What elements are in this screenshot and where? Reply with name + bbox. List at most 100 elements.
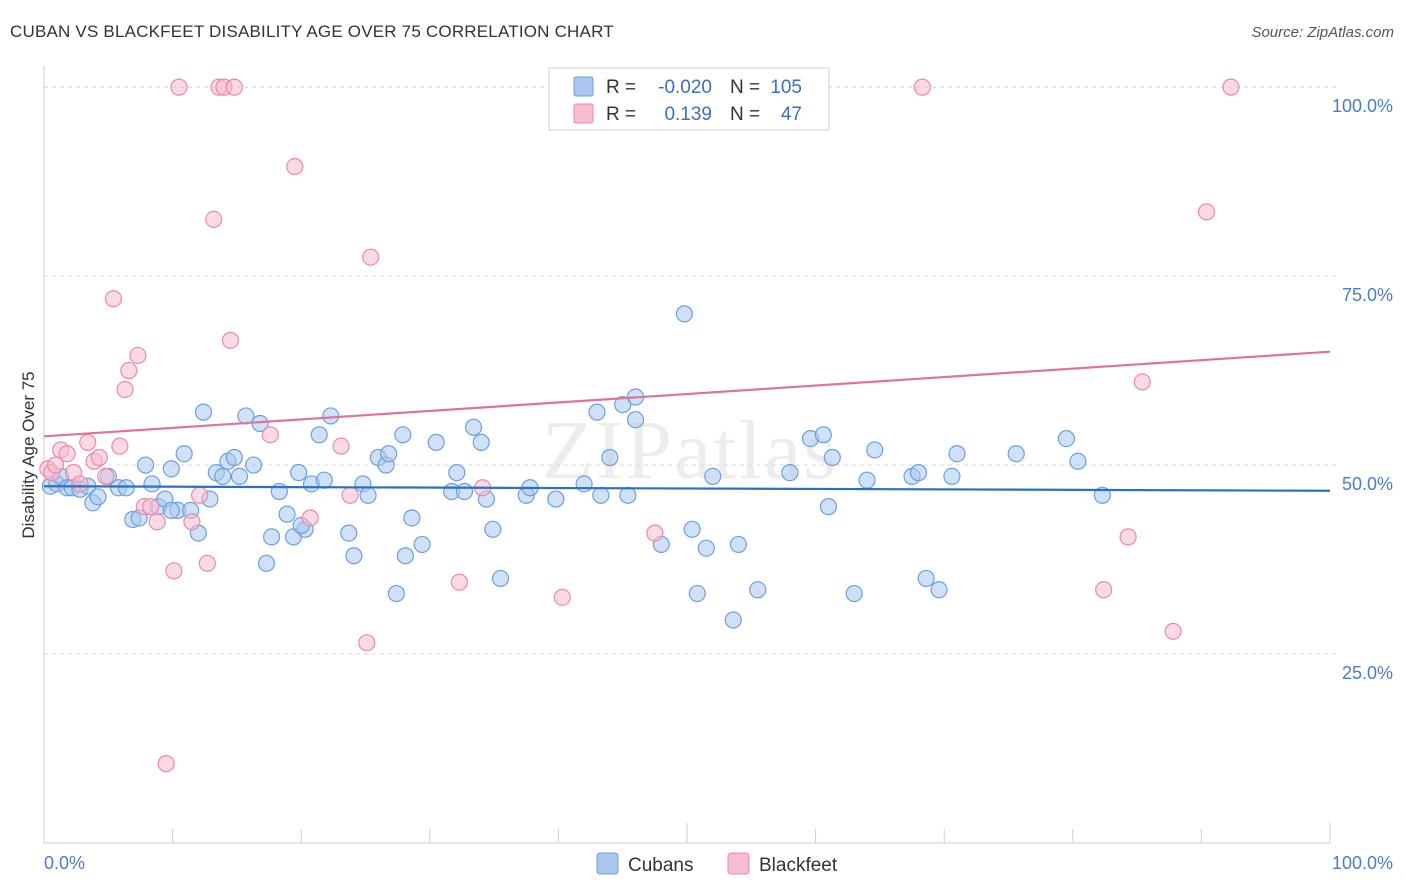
point-blackfeet-11	[104, 290, 123, 308]
series-legend: Cubans Blackfeet	[596, 852, 838, 876]
bottom-legend-label-blackfeet: Blackfeet	[759, 855, 838, 876]
point-blackfeet-47	[1222, 78, 1240, 96]
point-cubans-70	[601, 448, 619, 467]
point-blackfeet-7	[79, 433, 97, 451]
point-cubans-73	[626, 411, 645, 429]
trend-lines	[43, 350, 1331, 492]
point-cubans-78	[688, 584, 706, 603]
point-cubans-100	[1069, 452, 1087, 470]
legend-n-value-blackfeet: 47	[781, 104, 802, 125]
legend-r-value-blackfeet: 0.139	[664, 104, 712, 125]
point-cubans-87	[819, 498, 838, 516]
point-blackfeet-39	[553, 588, 571, 606]
point-cubans-90	[858, 471, 876, 489]
y-tick-label-25: 25.0%	[1342, 663, 1393, 683]
point-blackfeet-41	[913, 78, 931, 96]
point-cubans-53	[403, 509, 421, 527]
point-cubans-52	[396, 547, 414, 565]
point-cubans-15	[143, 475, 161, 493]
chart-title: CUBAN VS BLACKFEET DISABILITY AGE OVER 7…	[10, 22, 614, 41]
point-blackfeet-42	[1095, 581, 1113, 599]
point-cubans-82	[729, 535, 748, 554]
point-cubans-41	[310, 426, 328, 444]
point-cubans-31	[245, 456, 263, 474]
point-blackfeet-10	[97, 467, 115, 485]
point-cubans-18	[162, 460, 180, 478]
point-blackfeet-4	[58, 445, 76, 463]
point-cubans-50	[387, 584, 405, 603]
point-cubans-43	[322, 407, 340, 425]
point-blackfeet-24	[198, 554, 216, 572]
point-blackfeet-46	[1197, 203, 1216, 221]
point-cubans-98	[1007, 445, 1025, 463]
point-cubans-54	[413, 535, 431, 554]
point-cubans-101	[1093, 486, 1111, 504]
point-blackfeet-25	[205, 210, 223, 228]
point-cubans-11	[117, 479, 135, 497]
point-cubans-93	[909, 464, 928, 482]
point-blackfeet-15	[129, 346, 147, 365]
point-cubans-23	[194, 403, 213, 421]
point-cubans-60	[472, 433, 490, 451]
legend-swatch-blackfeet	[573, 103, 594, 124]
x-tick-labels: 0.0% 100.0%	[44, 853, 1393, 873]
correlation-legend: R = -0.020 N = 105 R = 0.139 N = 47	[548, 67, 830, 131]
point-cubans-28	[225, 448, 243, 467]
point-blackfeet-40	[646, 524, 664, 542]
point-blackfeet-28	[221, 331, 240, 349]
point-cubans-59	[464, 418, 483, 436]
point-cubans-104	[380, 445, 398, 463]
legend-swatch-cubans	[573, 76, 594, 97]
point-cubans-69	[592, 486, 610, 504]
point-cubans-62	[484, 520, 502, 538]
point-cubans-34	[263, 528, 281, 546]
point-cubans-72	[619, 486, 637, 504]
point-blackfeet-9	[90, 448, 108, 467]
legend-n-label-blackfeet: N =	[730, 104, 760, 125]
point-cubans-42	[315, 471, 333, 489]
point-blackfeet-22	[183, 513, 201, 531]
point-cubans-102	[162, 501, 180, 520]
point-blackfeet-29	[225, 78, 243, 96]
point-blackfeet-44	[1133, 373, 1151, 391]
point-blackfeet-33	[332, 437, 350, 455]
x-tick-label-min: 0.0%	[44, 853, 85, 873]
legend-n-label-cubans: N =	[730, 77, 760, 98]
point-cubans-96	[943, 467, 961, 485]
bottom-legend-swatch-blackfeet	[727, 852, 750, 875]
source-label: Source: ZipAtlas.com	[1251, 24, 1394, 41]
point-cubans-66	[547, 490, 565, 508]
point-cubans-47	[359, 486, 377, 504]
point-cubans-76	[675, 305, 694, 323]
point-cubans-88	[823, 448, 841, 467]
point-blackfeet-20	[165, 562, 183, 580]
bottom-legend-label-cubans: Cubans	[628, 855, 694, 876]
point-cubans-51	[394, 426, 412, 444]
trend-line-blackfeet	[43, 350, 1331, 438]
point-blackfeet-12	[111, 437, 129, 455]
point-blackfeet-23	[191, 486, 209, 504]
point-blackfeet-37	[450, 573, 468, 591]
point-cubans-84	[781, 464, 799, 482]
point-cubans-14	[136, 456, 155, 474]
point-cubans-58	[455, 482, 474, 501]
point-cubans-20	[175, 445, 193, 463]
axes	[43, 66, 1331, 844]
point-blackfeet-43	[1119, 528, 1137, 546]
point-cubans-71	[614, 395, 632, 414]
gridlines	[44, 86, 1340, 655]
point-blackfeet-18	[148, 513, 166, 531]
y-tick-labels: 25.0% 50.0% 75.0% 100.0%	[1332, 96, 1393, 683]
point-cubans-91	[866, 441, 884, 459]
y-tick-label-100: 100.0%	[1332, 96, 1393, 116]
point-cubans-67	[575, 475, 593, 493]
point-blackfeet-32	[301, 509, 319, 527]
point-cubans-97	[948, 445, 966, 463]
legend-r-label-cubans: R =	[606, 77, 636, 98]
point-cubans-30	[237, 407, 255, 425]
point-cubans-77	[683, 520, 701, 538]
point-cubans-36	[278, 505, 296, 523]
point-cubans-57	[448, 464, 466, 482]
point-cubans-89	[845, 584, 863, 603]
